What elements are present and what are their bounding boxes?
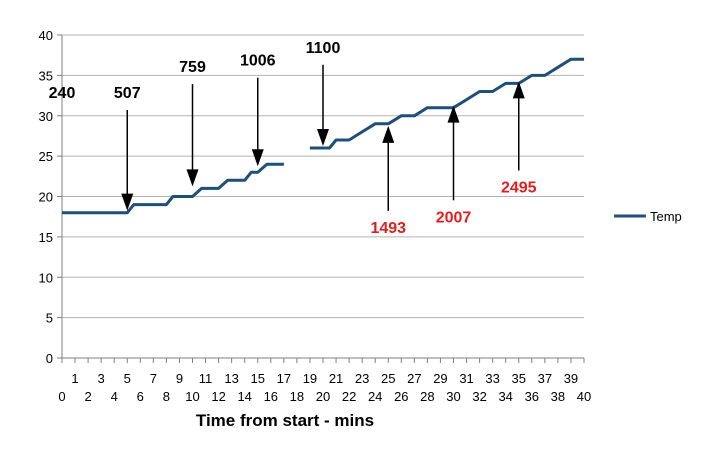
x-tick-label: 19 bbox=[303, 371, 317, 386]
annotation-label: 240 bbox=[49, 85, 76, 102]
x-tick-label: 12 bbox=[211, 389, 225, 404]
x-tick-label: 22 bbox=[342, 389, 356, 404]
x-tick-label: 0 bbox=[58, 389, 65, 404]
x-tick-label: 1 bbox=[71, 371, 78, 386]
x-tick-label: 18 bbox=[290, 389, 304, 404]
x-tick-label: 11 bbox=[199, 371, 213, 386]
x-tick-label: 23 bbox=[355, 371, 369, 386]
x-tick-label: 10 bbox=[185, 389, 199, 404]
x-tick-label: 30 bbox=[446, 389, 460, 404]
x-tick-label: 26 bbox=[394, 389, 408, 404]
x-tick-label: 39 bbox=[564, 371, 578, 386]
x-tick-label: 2 bbox=[84, 389, 91, 404]
y-tick-label: 35 bbox=[39, 68, 53, 83]
x-tick-label: 5 bbox=[124, 371, 131, 386]
y-tick-label: 5 bbox=[46, 311, 53, 326]
x-tick-label: 37 bbox=[538, 371, 552, 386]
x-tick-label: 16 bbox=[264, 389, 278, 404]
x-tick-label: 33 bbox=[485, 371, 499, 386]
annotation-label: 1493 bbox=[370, 220, 406, 237]
annotation-arrow-head bbox=[317, 129, 329, 147]
x-tick-label: 21 bbox=[329, 371, 343, 386]
x-tick-label: 38 bbox=[551, 389, 565, 404]
y-tick-label: 25 bbox=[39, 149, 53, 164]
y-tick-label: 10 bbox=[39, 270, 53, 285]
legend-label-temp: Temp bbox=[650, 209, 682, 224]
x-tick-label: 15 bbox=[251, 371, 265, 386]
y-tick-label: 20 bbox=[39, 190, 53, 205]
annotation-label: 1100 bbox=[306, 40, 341, 57]
series-layer bbox=[62, 57, 584, 215]
x-tick-label: 14 bbox=[237, 389, 251, 404]
x-axis-title: Time from start - mins bbox=[196, 411, 374, 430]
annotation-label: 2495 bbox=[501, 179, 537, 196]
x-tick-label: 36 bbox=[525, 389, 539, 404]
x-tick-label: 9 bbox=[176, 371, 183, 386]
x-tick-label: 20 bbox=[316, 389, 330, 404]
x-tick-label: 34 bbox=[498, 389, 512, 404]
annotation-arrow-head bbox=[251, 149, 264, 167]
x-tick-label: 7 bbox=[150, 371, 157, 386]
x-tick-label: 6 bbox=[137, 389, 144, 404]
annotation-label: 759 bbox=[179, 59, 206, 76]
x-tick-label: 3 bbox=[98, 371, 105, 386]
annotation-label: 507 bbox=[114, 85, 141, 102]
x-tick-label: 8 bbox=[163, 389, 170, 404]
x-tick-label: 25 bbox=[381, 371, 395, 386]
series-line-temp bbox=[62, 162, 284, 215]
annotation-layer: 240 507 759 1006 1100 1493 2007 2495 bbox=[49, 40, 537, 237]
y-tick-label: 0 bbox=[46, 351, 53, 366]
series-line-temp bbox=[309, 57, 584, 150]
x-tick-label: 4 bbox=[111, 389, 118, 404]
x-tick-label: 27 bbox=[407, 371, 421, 386]
y-tick-label: 15 bbox=[39, 230, 53, 245]
x-tick-label: 17 bbox=[277, 371, 291, 386]
annotation-arrow-head bbox=[512, 81, 525, 99]
legend: Temp bbox=[614, 209, 682, 224]
annotation-label: 1006 bbox=[240, 53, 276, 70]
x-tick-label: 13 bbox=[224, 371, 238, 386]
annotation-arrow-head bbox=[382, 125, 395, 143]
y-tick-label: 30 bbox=[39, 109, 53, 124]
annotation-arrow-head bbox=[447, 105, 460, 123]
x-tick-label: 32 bbox=[472, 389, 486, 404]
x-tick-label: 28 bbox=[420, 389, 434, 404]
annotation-label: 2007 bbox=[436, 209, 472, 226]
x-tick-label: 29 bbox=[433, 371, 447, 386]
annotation-arrow-head bbox=[121, 193, 134, 211]
y-tick-label: 40 bbox=[39, 28, 53, 43]
annotation-arrow-head bbox=[186, 169, 199, 187]
x-tick-label: 35 bbox=[512, 371, 526, 386]
x-tick-label: 24 bbox=[368, 389, 382, 404]
x-tick-label: 40 bbox=[577, 389, 591, 404]
x-tick-label: 31 bbox=[459, 371, 473, 386]
